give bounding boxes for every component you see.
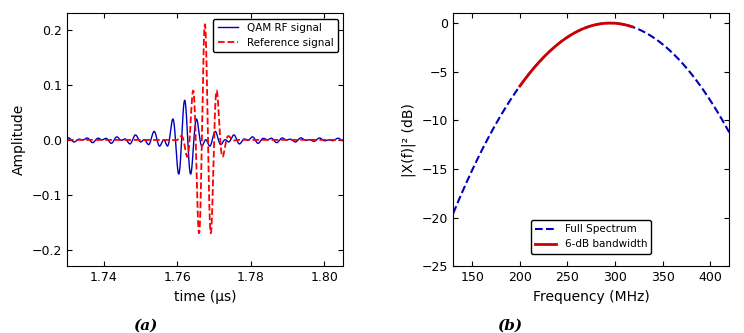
6-dB bandwidth	[534, 61, 543, 65]
Reference signal	[267, 138, 276, 142]
Legend: Full Spectrum, 6-dB bandwidth: Full Spectrum, 6-dB bandwidth	[531, 220, 651, 254]
X-axis label: Frequency (MHz): Frequency (MHz)	[533, 290, 650, 304]
QAM RF signal	[226, 139, 235, 143]
6-dB bandwidth	[516, 84, 525, 88]
6-dB bandwidth	[606, 21, 615, 25]
Reference signal	[62, 138, 71, 142]
Reference signal	[238, 138, 247, 142]
QAM RF signal	[238, 139, 247, 143]
Full Spectrum	[481, 142, 490, 146]
Reference signal	[206, 231, 215, 235]
Line: Full Spectrum: Full Spectrum	[453, 23, 734, 213]
6-dB bandwidth	[577, 28, 586, 32]
6-dB bandwidth	[530, 65, 539, 69]
Full Spectrum	[606, 21, 615, 25]
6-dB bandwidth	[554, 42, 562, 46]
Full Spectrum	[557, 40, 565, 44]
QAM RF signal	[62, 137, 71, 141]
Line: Reference signal: Reference signal	[67, 24, 343, 233]
Reference signal	[200, 22, 209, 26]
Full Spectrum	[693, 81, 702, 85]
Y-axis label: Amplitude: Amplitude	[12, 104, 26, 175]
QAM RF signal	[77, 138, 86, 142]
QAM RF signal	[282, 138, 291, 142]
Full Spectrum	[729, 139, 738, 143]
Y-axis label: |X(f)|² (dB): |X(f)|² (dB)	[402, 103, 417, 177]
QAM RF signal	[162, 144, 171, 148]
QAM RF signal	[186, 172, 195, 176]
Line: QAM RF signal: QAM RF signal	[67, 100, 343, 174]
6-dB bandwidth	[564, 35, 573, 39]
Line: 6-dB bandwidth: 6-dB bandwidth	[520, 23, 632, 86]
Reference signal	[77, 138, 86, 142]
Reference signal	[226, 136, 235, 140]
6-dB bandwidth	[574, 29, 583, 33]
Legend: QAM RF signal, Reference signal: QAM RF signal, Reference signal	[214, 19, 338, 52]
QAM RF signal	[180, 98, 189, 102]
QAM RF signal	[339, 139, 347, 143]
Text: (a): (a)	[133, 319, 157, 333]
QAM RF signal	[267, 136, 276, 140]
Full Spectrum	[568, 32, 577, 36]
Full Spectrum	[724, 129, 733, 133]
X-axis label: time (μs): time (μs)	[173, 290, 236, 304]
6-dB bandwidth	[628, 25, 637, 29]
Reference signal	[162, 138, 171, 142]
Reference signal	[339, 138, 347, 142]
Reference signal	[282, 138, 291, 142]
Full Spectrum	[449, 211, 458, 215]
Full Spectrum	[498, 112, 507, 116]
Text: (b): (b)	[497, 319, 522, 333]
